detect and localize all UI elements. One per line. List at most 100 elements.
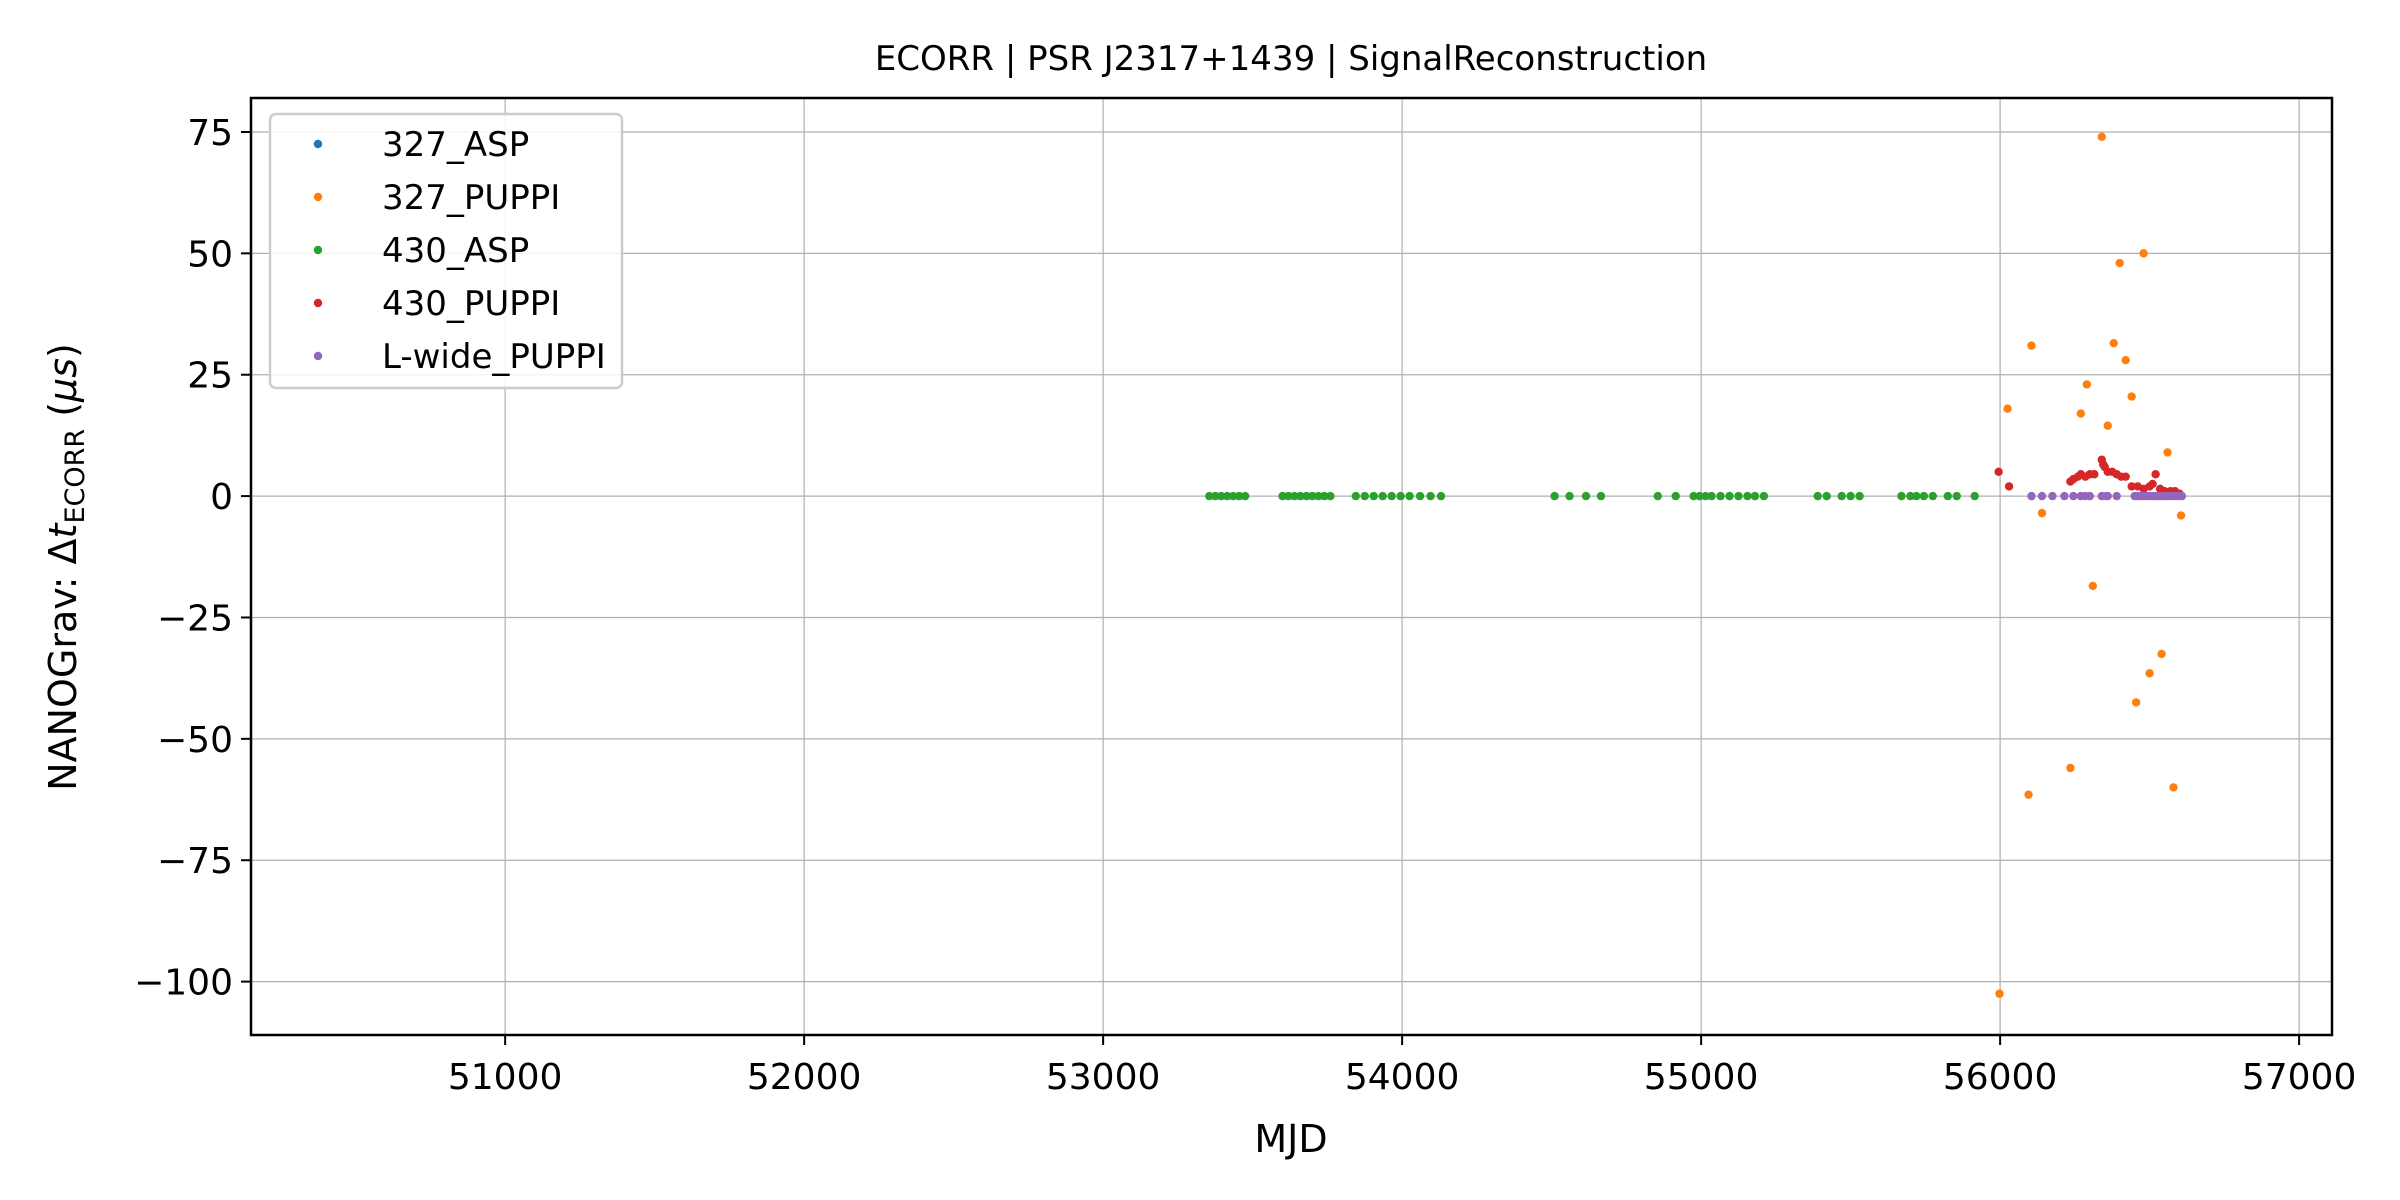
data-point-430-asp: [1596, 491, 1606, 501]
data-point-430-asp: [1743, 491, 1752, 501]
data-point-430-asp: [1550, 491, 1559, 501]
legend-box: [268, 112, 624, 390]
data-points: [1205, 132, 2187, 998]
data-point-327-puppi: [2109, 338, 2118, 348]
data-point-430-asp: [1296, 491, 1305, 501]
y-axis-label-open: (: [41, 402, 85, 429]
data-point-327-puppi: [2037, 508, 2047, 518]
data-point-430-asp: [1813, 491, 1822, 501]
data-point-l-wide-puppi: [2069, 491, 2078, 501]
data-point-327-puppi: [2082, 380, 2092, 389]
data-point-430-asp: [1837, 491, 1846, 501]
data-point-430-asp: [1228, 491, 1238, 501]
data-point-430-puppi: [1994, 467, 2003, 477]
data-point-430-asp: [1405, 491, 1414, 501]
data-point-l-wide-puppi: [2177, 491, 2187, 501]
data-point-l-wide-puppi: [2060, 491, 2069, 501]
data-point-430-asp: [1308, 491, 1317, 501]
data-point-430-asp: [1290, 491, 1299, 501]
data-point-430-asp: [1750, 491, 1760, 501]
x-tick-label: 55000: [1644, 1057, 1759, 1098]
data-point-430-asp: [1436, 491, 1446, 501]
data-point-327-puppi: [2121, 355, 2130, 365]
y-tick-label: −75: [157, 841, 233, 882]
x-tick-label: 52000: [747, 1057, 862, 1098]
data-point-430-asp: [1822, 491, 1831, 501]
data-point-327-puppi: [2003, 404, 2012, 413]
data-point-327-puppi: [2131, 698, 2141, 707]
y-tick-label: −100: [134, 963, 233, 1004]
data-point-430-puppi: [2127, 482, 2136, 491]
data-point-327-puppi: [2088, 581, 2098, 591]
data-point-327-puppi: [2076, 409, 2086, 418]
legend-marker-327-puppi: [313, 192, 323, 202]
y-tick-label: −25: [157, 598, 233, 639]
legend-label-l-wide-puppi: L-wide_PUPPI: [382, 337, 606, 377]
data-point-430-asp: [1387, 491, 1396, 501]
legend-label-327-asp: 327_ASP: [382, 125, 529, 165]
y-axis-label-variable: t: [41, 521, 85, 538]
data-point-430-asp: [1314, 491, 1323, 501]
chart-title: ECORR | PSR J2317+1439 | SignalReconstru…: [875, 39, 1707, 79]
legend-label-327-puppi: 327_PUPPI: [382, 178, 560, 218]
x-tick-label: 56000: [1943, 1057, 2058, 1098]
x-tick-label: 54000: [1345, 1057, 1460, 1098]
data-point-l-wide-puppi: [2048, 491, 2057, 501]
data-point-430-asp: [1653, 491, 1662, 501]
y-axis-label: NANOGrav: ΔtECORR (μs): [41, 343, 91, 791]
x-axis-ticks: 51000 52000 53000 54000 55000 56000 57000: [448, 1035, 2356, 1098]
data-point-430-asp: [1734, 491, 1743, 501]
data-point-430-asp: [1284, 491, 1293, 501]
data-point-l-wide-puppi: [2027, 491, 2036, 501]
y-axis-label-unit: μs: [41, 358, 85, 403]
data-point-327-puppi: [2163, 448, 2172, 457]
legend-label-430-asp: 430_ASP: [382, 231, 529, 271]
y-tick-label: 0: [210, 477, 233, 518]
data-point-327-puppi: [2027, 341, 2036, 350]
data-point-327-puppi: [2157, 649, 2166, 659]
data-point-430-asp: [1396, 491, 1405, 501]
data-point-l-wide-puppi: [2103, 491, 2112, 501]
data-point-430-asp: [1565, 491, 1574, 501]
data-point-430-asp: [1759, 491, 1769, 501]
data-point-430-asp: [1707, 491, 1716, 501]
x-tick-label: 51000: [448, 1057, 563, 1098]
data-point-430-asp: [1725, 491, 1734, 501]
data-point-430-asp: [1351, 491, 1360, 501]
data-point-430-puppi: [2151, 470, 2160, 479]
legend-items: 327_ASP 327_PUPPI 430_ASP 430_PUPPI L-wide_P…: [313, 125, 606, 377]
data-point-430-asp: [1581, 491, 1591, 501]
data-point-430-puppi: [2148, 479, 2157, 489]
data-point-430-asp: [1919, 491, 1929, 501]
data-point-327-puppi: [2103, 421, 2112, 430]
data-point-l-wide-puppi: [2037, 491, 2047, 501]
data-point-327-puppi: [2066, 763, 2075, 773]
data-point-327-puppi: [2139, 249, 2148, 258]
y-axis-label-subscript: ECORR: [60, 429, 91, 524]
data-point-430-asp: [1205, 491, 1214, 501]
data-point-430-asp: [1695, 491, 1704, 501]
data-point-327-puppi: [2115, 258, 2124, 268]
legend-marker-430-puppi: [313, 298, 323, 308]
data-point-430-asp: [1943, 491, 1952, 501]
data-point-327-puppi: [2097, 132, 2106, 142]
data-point-430-asp: [1906, 491, 1915, 501]
data-point-430-asp: [1897, 491, 1906, 501]
data-point-430-asp: [1326, 491, 1335, 501]
y-tick-label: 75: [187, 113, 233, 154]
data-point-327-puppi: [2145, 669, 2154, 678]
data-point-430-puppi: [2004, 482, 2014, 491]
data-point-430-asp: [1234, 491, 1244, 501]
data-point-430-asp: [1217, 491, 1226, 501]
data-point-430-asp: [1360, 491, 1369, 501]
data-point-430-asp: [1415, 491, 1425, 501]
data-point-327-puppi: [2169, 783, 2178, 792]
data-point-430-asp: [1689, 491, 1698, 501]
x-tick-label: 53000: [1046, 1057, 1161, 1098]
legend-marker-l-wide-puppi: [313, 351, 323, 361]
x-tick-label: 57000: [2242, 1057, 2357, 1098]
data-point-430-asp: [1278, 491, 1287, 501]
y-tick-label: 25: [187, 356, 233, 397]
y-tick-label: 50: [187, 234, 233, 275]
legend-marker-430-asp: [313, 245, 323, 255]
